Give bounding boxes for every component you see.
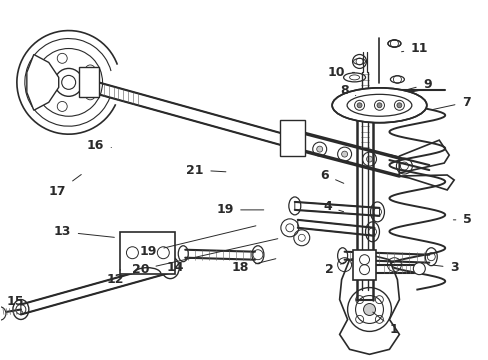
Polygon shape [99, 82, 285, 146]
Circle shape [316, 146, 322, 152]
Polygon shape [279, 120, 304, 156]
Polygon shape [352, 250, 376, 280]
Text: 2: 2 [325, 262, 345, 276]
Text: 4: 4 [323, 201, 343, 213]
Text: 15: 15 [6, 295, 23, 312]
Polygon shape [294, 202, 379, 216]
Text: 19: 19 [216, 203, 263, 216]
Text: 7: 7 [432, 96, 469, 109]
Text: 17: 17 [49, 175, 81, 198]
Circle shape [0, 306, 6, 320]
Circle shape [376, 103, 381, 108]
Polygon shape [339, 255, 399, 354]
Circle shape [374, 100, 384, 110]
Text: 8: 8 [340, 84, 355, 97]
Text: 5: 5 [452, 213, 470, 226]
Text: 14: 14 [166, 258, 186, 274]
Text: 19: 19 [140, 226, 255, 258]
Polygon shape [21, 263, 170, 315]
Ellipse shape [387, 40, 400, 47]
Circle shape [366, 156, 372, 162]
Text: 18: 18 [231, 259, 275, 274]
Polygon shape [120, 232, 175, 274]
Circle shape [341, 151, 347, 157]
Text: 13: 13 [54, 225, 114, 238]
Ellipse shape [331, 88, 426, 123]
Text: 3: 3 [432, 261, 458, 274]
Text: 1: 1 [372, 312, 398, 336]
Text: 16: 16 [87, 139, 111, 152]
Polygon shape [297, 220, 374, 236]
Circle shape [412, 263, 425, 275]
Text: 21: 21 [186, 163, 225, 176]
Text: 10: 10 [327, 66, 354, 79]
Text: 9: 9 [407, 78, 431, 91]
Polygon shape [399, 175, 453, 190]
Circle shape [394, 100, 404, 110]
Text: 6: 6 [320, 168, 343, 183]
Circle shape [354, 100, 364, 110]
Text: 11: 11 [401, 42, 427, 55]
Text: 12: 12 [106, 270, 124, 286]
Polygon shape [399, 140, 448, 173]
Circle shape [356, 103, 361, 108]
Circle shape [396, 103, 401, 108]
Text: 20: 20 [131, 239, 277, 276]
Polygon shape [285, 128, 399, 176]
Polygon shape [79, 67, 99, 97]
Polygon shape [27, 54, 59, 110]
Circle shape [363, 303, 375, 315]
